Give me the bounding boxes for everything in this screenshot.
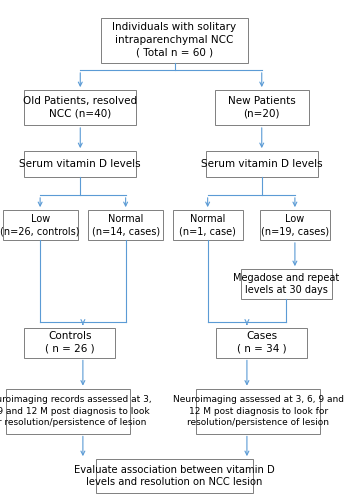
Text: Neuroimaging records assessed at 3,
6, 9 and 12 M post diagnosis to look
for res: Neuroimaging records assessed at 3, 6, 9…	[0, 395, 152, 427]
FancyBboxPatch shape	[206, 151, 318, 177]
FancyBboxPatch shape	[241, 269, 332, 299]
FancyBboxPatch shape	[88, 210, 163, 240]
Text: Serum vitamin D levels: Serum vitamin D levels	[201, 159, 322, 169]
Text: Neuroimaging assessed at 3, 6, 9 and
12 M post diagnosis to look for
resolution/: Neuroimaging assessed at 3, 6, 9 and 12 …	[173, 395, 344, 427]
Text: Low
(n=19, cases): Low (n=19, cases)	[261, 214, 329, 236]
FancyBboxPatch shape	[260, 210, 330, 240]
Text: New Patients
(n=20): New Patients (n=20)	[228, 96, 296, 119]
FancyBboxPatch shape	[6, 388, 130, 434]
FancyBboxPatch shape	[173, 210, 243, 240]
FancyBboxPatch shape	[216, 328, 307, 358]
FancyBboxPatch shape	[101, 18, 248, 62]
Text: Normal
(n=14, cases): Normal (n=14, cases)	[91, 214, 160, 236]
Text: Cases
( n = 34 ): Cases ( n = 34 )	[237, 331, 287, 354]
FancyBboxPatch shape	[24, 328, 115, 358]
FancyBboxPatch shape	[24, 151, 136, 177]
FancyBboxPatch shape	[196, 388, 320, 434]
FancyBboxPatch shape	[215, 90, 309, 125]
Text: Controls
( n = 26 ): Controls ( n = 26 )	[45, 331, 95, 354]
Text: Evaluate association between vitamin D
levels and resolution on NCC lesion: Evaluate association between vitamin D l…	[74, 464, 275, 487]
Text: Serum vitamin D levels: Serum vitamin D levels	[20, 159, 141, 169]
Text: Old Patients, resolved
NCC (n=40): Old Patients, resolved NCC (n=40)	[23, 96, 138, 119]
FancyBboxPatch shape	[96, 459, 253, 493]
FancyBboxPatch shape	[3, 210, 77, 240]
Text: Individuals with solitary
intraparenchymal NCC
( Total n = 60 ): Individuals with solitary intraparenchym…	[112, 22, 237, 58]
Text: Normal
(n=1, case): Normal (n=1, case)	[179, 214, 236, 236]
FancyBboxPatch shape	[24, 90, 136, 125]
Text: Low
(n=26, controls): Low (n=26, controls)	[0, 214, 80, 236]
Text: Megadose and repeat
levels at 30 days: Megadose and repeat levels at 30 days	[233, 272, 339, 295]
